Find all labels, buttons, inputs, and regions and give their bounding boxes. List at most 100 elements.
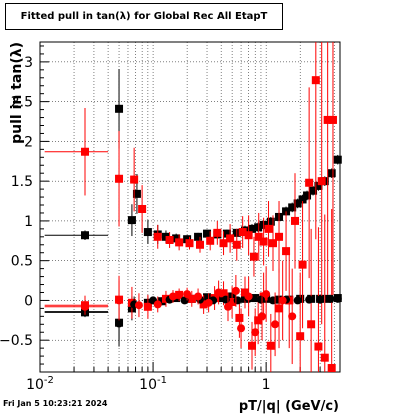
data-point — [219, 231, 228, 256]
square-marker — [311, 76, 320, 85]
square-marker — [132, 189, 141, 198]
data-point — [237, 308, 246, 349]
y-tick-label: 3 — [24, 55, 33, 71]
data-point — [254, 212, 263, 261]
data-point — [296, 272, 305, 372]
data-point — [256, 295, 265, 304]
square-marker — [194, 232, 203, 241]
y-tick-label: 0 — [24, 293, 33, 309]
data-point — [251, 308, 260, 357]
circle-marker — [333, 294, 342, 303]
circle-marker — [258, 312, 267, 321]
circle-marker — [237, 324, 246, 333]
square-marker — [266, 217, 275, 226]
square-marker — [153, 232, 162, 241]
data-point — [282, 211, 291, 291]
data-point — [305, 87, 314, 279]
square-marker — [307, 320, 316, 329]
data-point — [168, 290, 177, 303]
square-marker — [187, 294, 196, 303]
data-point — [264, 201, 273, 257]
data-point — [214, 280, 223, 305]
data-point — [327, 168, 336, 178]
square-marker — [282, 247, 291, 256]
square-marker — [80, 147, 89, 156]
data-point — [206, 231, 215, 251]
square-marker — [203, 293, 212, 302]
square-marker — [248, 341, 257, 350]
circle-marker — [288, 312, 297, 321]
chart-title-box: Fitted pull in tan(λ) for Global Rec All… — [5, 3, 283, 30]
data-point — [175, 288, 184, 302]
square-marker — [195, 240, 204, 249]
data-point — [231, 274, 240, 307]
data-point — [175, 234, 184, 251]
data-point — [328, 42, 337, 295]
circle-marker — [115, 319, 124, 328]
data-point — [143, 220, 152, 244]
data-point — [303, 190, 312, 201]
square-marker — [80, 231, 89, 240]
data-point — [180, 296, 189, 305]
square-marker — [175, 238, 184, 247]
tick-labels: −0.5 0 0.5 1 1.5 2 2.5 3 10-2 10-1 1 — [0, 55, 271, 393]
data-point — [293, 198, 302, 209]
x-tick-label: 10-2 — [26, 375, 54, 393]
data-point — [165, 232, 174, 248]
data-point — [317, 42, 326, 325]
data-point — [44, 230, 109, 240]
data-point — [305, 295, 314, 304]
data-point — [203, 229, 212, 238]
x-tick-label: 10-1 — [139, 375, 167, 393]
circle-marker — [305, 295, 314, 304]
data-point — [194, 232, 203, 241]
square-marker — [327, 364, 336, 373]
circle-marker — [80, 302, 89, 311]
square-marker — [203, 229, 212, 238]
axis-ticks — [39, 45, 335, 373]
square-marker — [309, 186, 318, 195]
square-marker — [232, 240, 241, 249]
data-point — [266, 313, 275, 372]
data-point — [288, 202, 297, 213]
circle-marker — [262, 290, 271, 299]
data-point — [269, 215, 278, 272]
square-marker — [248, 224, 257, 233]
data-point — [271, 292, 280, 357]
data-point — [275, 201, 284, 273]
data-point — [226, 224, 235, 253]
data-point — [262, 266, 271, 322]
square-marker — [127, 216, 136, 225]
circle-marker — [316, 295, 325, 304]
data-point — [323, 42, 332, 295]
square-marker — [328, 115, 337, 124]
square-marker — [143, 228, 152, 237]
square-marker — [238, 228, 247, 237]
data-point — [244, 276, 253, 317]
circle-marker — [269, 296, 278, 305]
circle-marker — [153, 300, 162, 309]
circle-marker — [204, 298, 213, 307]
data-point — [251, 294, 260, 303]
data-point — [316, 295, 325, 304]
circle-marker — [224, 302, 233, 311]
square-marker — [219, 239, 228, 248]
square-marker — [199, 300, 208, 309]
square-marker — [317, 177, 326, 186]
square-marker — [327, 169, 336, 178]
circle-marker — [183, 290, 192, 299]
data-point — [291, 173, 300, 269]
data-point — [238, 216, 247, 248]
square-marker — [333, 155, 342, 164]
circle-marker — [214, 288, 223, 297]
data-point — [320, 214, 329, 372]
square-marker — [298, 195, 307, 204]
circle-marker — [251, 328, 260, 337]
circle-marker — [278, 296, 287, 305]
y-tick-label: 2.5 — [11, 95, 33, 111]
circle-marker — [244, 292, 253, 301]
grid — [40, 42, 340, 372]
data-point — [233, 296, 242, 305]
data-point — [298, 201, 307, 329]
data-point — [244, 215, 253, 256]
